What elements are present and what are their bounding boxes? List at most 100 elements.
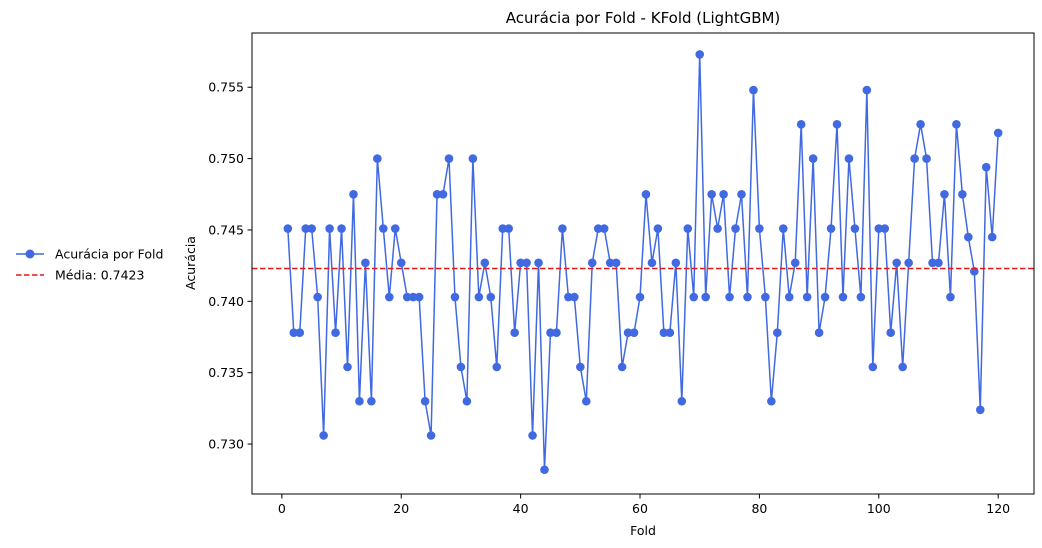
legend-series-marker-icon (25, 249, 35, 259)
legend: Acurácia por Fold Média: 0.7423 (16, 247, 163, 283)
data-point (987, 232, 997, 242)
x-tick-label: 40 (513, 501, 529, 516)
data-point (313, 292, 322, 302)
x-tick-label: 20 (393, 501, 409, 516)
data-point (910, 154, 919, 163)
data-point (671, 258, 681, 268)
x-tick-label: 0 (278, 501, 286, 516)
data-point (778, 224, 788, 233)
x-tick-label: 120 (986, 501, 1010, 516)
data-point (808, 154, 818, 163)
x-axis-title: Fold (630, 523, 656, 538)
data-point (886, 328, 896, 338)
data-point (570, 292, 579, 302)
data-point (814, 328, 824, 338)
data-point (731, 224, 740, 233)
data-point (743, 292, 752, 302)
data-point (510, 328, 519, 338)
legend-series-label: Acurácia por Fold (55, 247, 163, 262)
data-point (390, 224, 400, 233)
data-point (486, 292, 496, 302)
data-point (295, 328, 305, 338)
data-point (892, 258, 901, 268)
data-point (450, 292, 460, 302)
data-point (802, 292, 812, 302)
data-point (438, 189, 448, 199)
data-point (605, 258, 615, 268)
data-point (373, 154, 382, 163)
data-point (964, 232, 973, 242)
data-point (432, 189, 442, 199)
data-point (319, 431, 328, 440)
y-tick-label: 0.750 (208, 151, 244, 166)
data-point (868, 362, 878, 372)
data-point (767, 396, 776, 406)
legend-mean-label: Média: 0.7423 (55, 268, 144, 283)
data-point (385, 292, 394, 302)
data-point (898, 362, 907, 372)
data-point (349, 189, 358, 199)
data-point (647, 258, 657, 268)
data-point (683, 224, 693, 233)
data-point (611, 258, 621, 268)
series-line (287, 53, 999, 471)
data-point (599, 224, 609, 233)
data-point (623, 328, 633, 338)
data-point (307, 224, 316, 233)
data-point (755, 224, 764, 233)
data-point (952, 120, 961, 129)
data-point (564, 292, 573, 302)
data-point (402, 292, 412, 302)
x-tick-label: 80 (751, 501, 767, 516)
data-point (462, 396, 472, 406)
data-point (659, 328, 669, 338)
data-point (504, 224, 513, 233)
data-point (420, 396, 430, 406)
data-point (665, 328, 675, 338)
data-point (784, 292, 794, 302)
data-point (761, 292, 770, 302)
data-point (516, 258, 525, 268)
data-point (540, 465, 549, 475)
data-point (928, 258, 937, 268)
data-point (958, 189, 967, 199)
data-point (832, 120, 842, 129)
data-point (396, 258, 406, 268)
data-point (641, 189, 651, 199)
data-point (838, 292, 848, 302)
data-point (635, 292, 645, 302)
data-point (361, 258, 370, 268)
data-point (916, 120, 925, 129)
data-point (922, 154, 931, 163)
data-point (331, 328, 340, 338)
x-tick-label: 100 (867, 501, 891, 516)
data-point (426, 431, 436, 440)
data-point (713, 224, 722, 233)
data-point (934, 258, 943, 268)
data-point (492, 362, 502, 372)
data-point (593, 224, 603, 233)
data-point (576, 362, 585, 372)
data-point (677, 396, 687, 406)
data-point (826, 224, 836, 233)
data-point (695, 50, 705, 59)
data-point (946, 292, 955, 302)
data-point (367, 396, 376, 406)
data-point (408, 292, 418, 302)
data-point (796, 120, 806, 129)
data-point (480, 258, 490, 268)
x-axis: 0 20 40 60 80 100 120 (278, 494, 1010, 516)
data-point (552, 328, 561, 338)
y-tick-label: 0.730 (208, 437, 244, 452)
data-point (862, 85, 872, 95)
data-point (844, 154, 854, 163)
data-point (749, 85, 758, 95)
x-tick-label: 60 (632, 501, 648, 516)
data-point (880, 224, 890, 233)
data-point (587, 258, 597, 268)
y-axis: 0.730 0.735 0.740 0.745 0.750 0.755 (208, 80, 252, 452)
data-point (337, 224, 346, 233)
data-point (301, 224, 311, 233)
data-point (379, 224, 388, 233)
